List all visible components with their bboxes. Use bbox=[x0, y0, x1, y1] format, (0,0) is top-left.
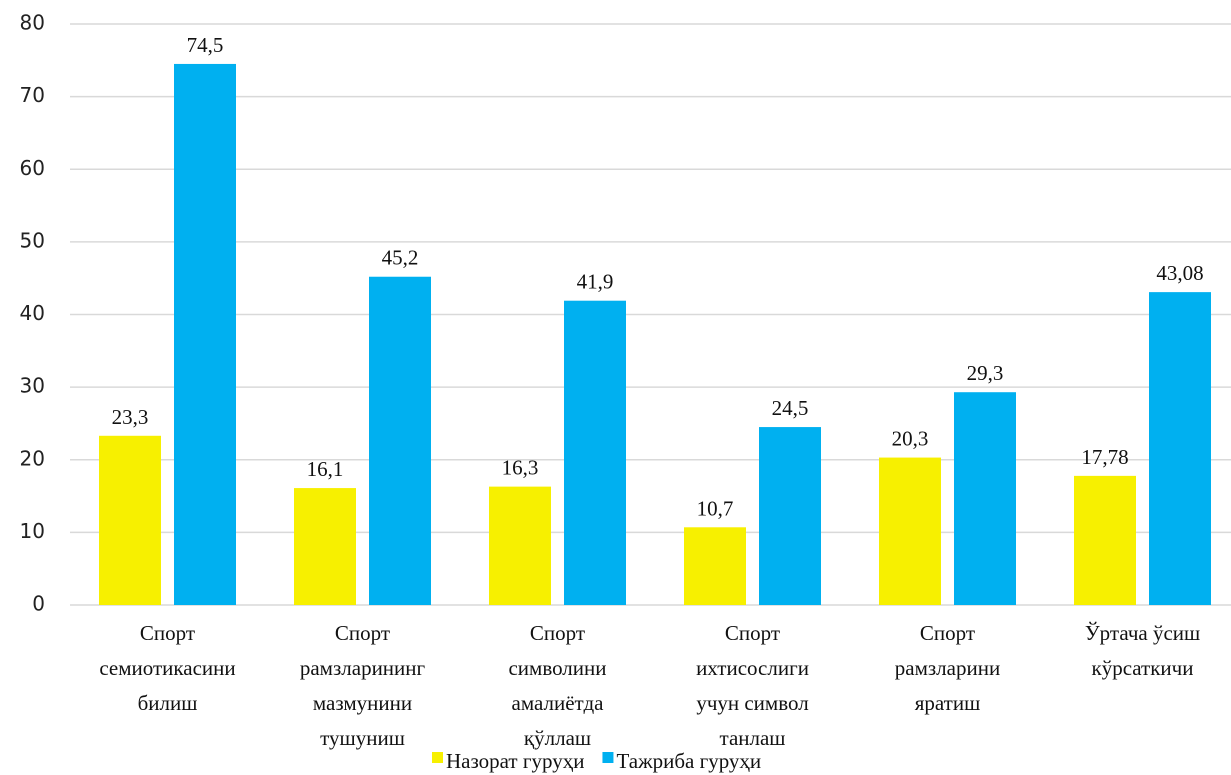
legend-swatch bbox=[432, 752, 443, 763]
x-tick-label: Ўртача ўсиш кўрсаткичи bbox=[1085, 621, 1200, 680]
bar bbox=[564, 300, 626, 605]
data-label: 20,3 bbox=[892, 427, 929, 451]
bar bbox=[954, 392, 1016, 605]
data-label: 10,7 bbox=[697, 496, 734, 520]
bar bbox=[684, 527, 746, 605]
y-tick-label: 20 bbox=[20, 446, 45, 470]
bar bbox=[294, 488, 356, 605]
x-tick-label: Спорт ихтисослиги учун символ танлаш bbox=[696, 621, 809, 750]
legend-label: Тажриба гуруҳи bbox=[616, 749, 761, 773]
y-tick-label: 0 bbox=[32, 592, 45, 616]
bar bbox=[1149, 292, 1211, 605]
x-tick-label: Спорт семиотикасини билиш bbox=[99, 621, 235, 715]
legend-label: Назорат гуруҳи bbox=[446, 749, 584, 773]
y-tick-label: 60 bbox=[20, 156, 45, 180]
bar bbox=[99, 435, 161, 605]
x-tick-label: Спорт рамзларининг мазмунини тушуниш bbox=[300, 621, 426, 750]
x-tick-label: Спорт рамзларини яратиш bbox=[895, 621, 1000, 715]
legend-swatch bbox=[602, 752, 614, 763]
bar bbox=[1074, 475, 1136, 605]
data-label: 24,5 bbox=[772, 396, 809, 420]
data-label: 43,08 bbox=[1156, 261, 1203, 285]
data-label: 17,78 bbox=[1081, 445, 1128, 469]
y-tick-label: 50 bbox=[20, 228, 45, 252]
bar bbox=[879, 457, 941, 605]
data-label: 74,5 bbox=[187, 33, 224, 57]
bar bbox=[489, 486, 551, 605]
data-label: 41,9 bbox=[577, 270, 614, 294]
data-label: 45,2 bbox=[382, 246, 419, 270]
bar bbox=[174, 63, 236, 606]
y-tick-label: 40 bbox=[20, 301, 45, 325]
data-label: 23,3 bbox=[112, 405, 149, 429]
y-tick-label: 10 bbox=[20, 519, 45, 543]
bar bbox=[369, 276, 431, 605]
data-label: 16,3 bbox=[502, 456, 539, 480]
y-tick-label: 70 bbox=[20, 83, 45, 107]
x-tick-label: Спорт символини амалиётда қўллаш bbox=[508, 621, 606, 750]
data-label: 16,1 bbox=[307, 457, 344, 481]
bar bbox=[759, 427, 821, 605]
data-label: 29,3 bbox=[967, 361, 1004, 385]
y-tick-label: 80 bbox=[20, 11, 45, 35]
y-tick-label: 30 bbox=[20, 374, 45, 398]
